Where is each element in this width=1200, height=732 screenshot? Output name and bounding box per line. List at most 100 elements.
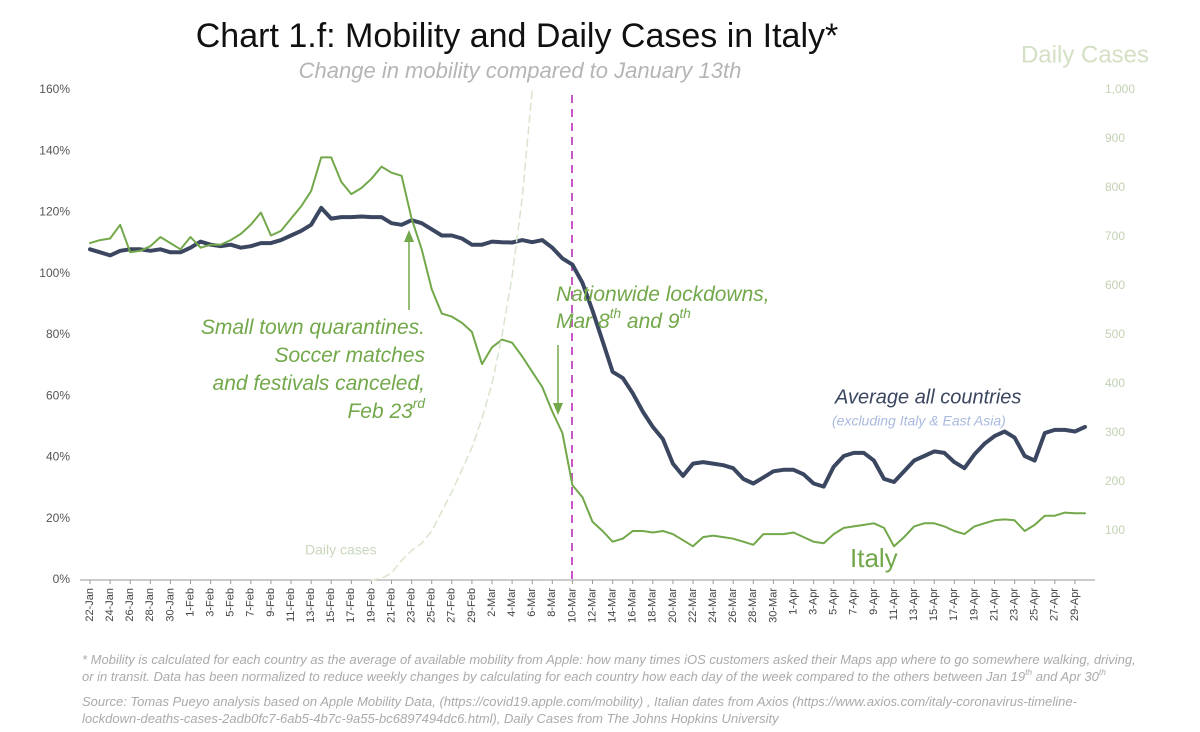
- y2-tick-label: 800: [1105, 180, 1125, 194]
- x-tick-label: 5-Feb: [225, 588, 237, 617]
- superscript: th: [610, 306, 621, 321]
- text-part: Mar 8: [556, 310, 610, 333]
- x-tick-label: 28-Jan: [144, 588, 156, 622]
- y-tick-label: 0%: [53, 572, 71, 586]
- x-tick-label: 3-Feb: [205, 588, 217, 617]
- x-tick-label: 13-Feb: [305, 588, 317, 623]
- superscript: rd: [413, 396, 426, 411]
- text-part: * Mobility is calculated for each countr…: [82, 652, 1136, 667]
- x-tick-label: 30-Mar: [767, 588, 779, 623]
- x-tick-label: 26-Jan: [124, 588, 136, 622]
- text-part: and Apr 30: [1032, 669, 1100, 684]
- text-part: Soccer matches: [274, 344, 425, 367]
- y-tick-label: 40%: [46, 450, 70, 464]
- source-note: lockdown-deaths-cases-2adb0fc7-6ab5-4b7c…: [82, 711, 780, 726]
- x-tick-label: 8-Mar: [546, 588, 558, 617]
- chart-title: Chart 1.f: Mobility and Daily Cases in I…: [196, 17, 838, 55]
- y-tick-label: 20%: [46, 511, 70, 525]
- x-tick-label: 15-Apr: [928, 588, 940, 621]
- x-tick-label: 14-Mar: [607, 588, 619, 623]
- y2-tick-label: 500: [1105, 327, 1125, 341]
- text-part: Nationwide lockdowns,: [556, 283, 770, 306]
- y-tick-label: 100%: [39, 266, 70, 280]
- x-tick-label: 6-Mar: [526, 588, 538, 617]
- text-part: Feb 23: [347, 400, 413, 423]
- chart-subtitle: Change in mobility compared to January 1…: [299, 58, 742, 83]
- y2-tick-label: 700: [1105, 229, 1125, 243]
- x-tick-label: 4-Mar: [506, 588, 518, 617]
- annotation: Feb 23rd: [347, 396, 425, 422]
- x-tick-label: 29-Feb: [466, 588, 478, 623]
- y-tick-label: 60%: [46, 388, 70, 402]
- x-tick-label: 9-Feb: [265, 588, 277, 617]
- x-tick-label: 24-Mar: [707, 588, 719, 623]
- x-tick-label: 21-Apr: [988, 588, 1000, 621]
- y2-tick-label: 900: [1105, 131, 1125, 145]
- x-tick-label: 17-Apr: [948, 588, 960, 621]
- text-part: and 9: [621, 310, 680, 333]
- x-tick-label: 1-Feb: [184, 588, 196, 617]
- x-tick-label: 29-Apr: [1069, 588, 1081, 621]
- annotation: Nationwide lockdowns,: [556, 283, 770, 306]
- superscript: th: [1025, 667, 1032, 677]
- x-tick-label: 11-Feb: [285, 588, 297, 622]
- series-line: [89, 156, 1086, 548]
- x-tick-label: 22-Jan: [84, 588, 96, 622]
- x-tick-label: 23-Feb: [406, 588, 418, 623]
- x-tick-label: 25-Apr: [1029, 588, 1041, 621]
- y2-tick-label: 1,000: [1105, 82, 1135, 96]
- series-note: (excluding Italy & East Asia): [832, 413, 1006, 429]
- text-part: Small town quarantines.: [201, 316, 425, 339]
- series-label: Daily cases: [305, 542, 377, 558]
- x-tick-label: 20-Mar: [667, 588, 679, 623]
- y2-tick-label: 600: [1105, 278, 1125, 292]
- y2-tick-label: 400: [1105, 376, 1125, 390]
- x-tick-label: 7-Feb: [245, 588, 257, 617]
- x-tick-label: 9-Apr: [868, 588, 880, 615]
- footnote: * Mobility is calculated for each countr…: [82, 652, 1136, 667]
- x-tick-label: 21-Feb: [385, 588, 397, 623]
- arrow-head: [553, 403, 563, 415]
- series-line: [88, 205, 1087, 489]
- footnote: or in transit. Data has been normalized …: [82, 667, 1106, 684]
- x-tick-label: 26-Mar: [727, 588, 739, 623]
- x-tick-label: 25-Feb: [426, 588, 438, 623]
- superscript: th: [1099, 667, 1106, 677]
- x-tick-label: 27-Apr: [1049, 588, 1061, 621]
- text-part: or in transit. Data has been normalized …: [82, 669, 1025, 684]
- x-tick-label: 16-Mar: [627, 588, 639, 623]
- annotation: Small town quarantines.: [201, 316, 425, 339]
- series-label: Average all countries: [834, 386, 1021, 408]
- x-tick-label: 28-Mar: [747, 588, 759, 623]
- x-tick-label: 19-Apr: [968, 588, 980, 621]
- series-label: Italy: [850, 543, 898, 573]
- annotation: and festivals canceled,: [213, 372, 425, 395]
- arrows: [404, 230, 563, 415]
- annotation: Soccer matches: [274, 344, 425, 367]
- text-part: and festivals canceled,: [213, 372, 425, 395]
- x-tick-label: 13-Apr: [908, 588, 920, 621]
- y-tick-label: 80%: [46, 327, 70, 341]
- y2-tick-label: 200: [1105, 474, 1125, 488]
- y2-axis-title: Daily Cases: [1021, 41, 1149, 68]
- x-tick-label: 18-Mar: [647, 588, 659, 623]
- x-tick-label: 1-Apr: [787, 588, 799, 615]
- x-tick-label: 19-Feb: [365, 588, 377, 623]
- text-part: lockdown-deaths-cases-2adb0fc7-6ab5-4b7c…: [82, 711, 780, 726]
- x-tick-label: 7-Apr: [848, 588, 860, 615]
- y-tick-label: 160%: [39, 82, 70, 96]
- x-tick-label: 23-Apr: [1009, 588, 1021, 621]
- x-tick-label: 5-Apr: [828, 588, 840, 615]
- x-tick-label: 12-Mar: [586, 588, 598, 623]
- x-tick-label: 30-Jan: [164, 588, 176, 622]
- source-note: Source: Tomas Pueyo analysis based on Ap…: [82, 694, 1078, 709]
- x-tick-label: 22-Mar: [687, 588, 699, 623]
- y-tick-label: 140%: [39, 143, 70, 157]
- annotation: Mar 8th and 9th: [556, 306, 691, 332]
- y-tick-label: 120%: [39, 205, 70, 219]
- arrow-head: [404, 230, 414, 242]
- x-tick-label: 27-Feb: [446, 588, 458, 623]
- series-line: [370, 89, 533, 581]
